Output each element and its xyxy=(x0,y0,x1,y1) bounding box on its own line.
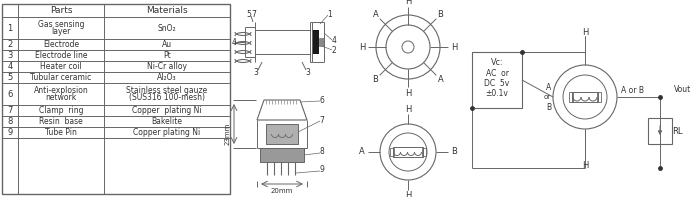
Text: H: H xyxy=(405,104,411,113)
Text: Electrode line: Electrode line xyxy=(35,51,88,60)
Text: 7: 7 xyxy=(7,106,13,115)
Text: B: B xyxy=(451,148,457,156)
Text: RL: RL xyxy=(672,126,682,136)
Text: B: B xyxy=(546,102,551,112)
Text: layer: layer xyxy=(51,27,71,36)
Text: H: H xyxy=(405,88,411,98)
Text: 1: 1 xyxy=(8,23,13,33)
Text: 7: 7 xyxy=(320,115,324,125)
Bar xyxy=(648,118,672,144)
Text: Al₂O₃: Al₂O₃ xyxy=(158,73,177,82)
Text: H: H xyxy=(582,28,588,36)
Text: Anti-explosion: Anti-explosion xyxy=(34,86,88,95)
Text: Gas sensing: Gas sensing xyxy=(38,20,84,29)
Text: Clamp  ring: Clamp ring xyxy=(38,106,83,115)
Text: 2: 2 xyxy=(8,40,13,49)
Text: 5: 5 xyxy=(246,9,251,19)
Text: Au: Au xyxy=(162,40,172,49)
Text: SnO₂: SnO₂ xyxy=(158,23,176,33)
Text: (SUS316 100-mesh): (SUS316 100-mesh) xyxy=(129,93,205,102)
Text: Tubular ceramic: Tubular ceramic xyxy=(30,73,92,82)
Text: A: A xyxy=(438,75,443,84)
Text: Copper  plating Ni: Copper plating Ni xyxy=(132,106,202,115)
Text: Resin  base: Resin base xyxy=(39,117,83,126)
Text: 9: 9 xyxy=(8,128,13,137)
Text: 9: 9 xyxy=(320,165,324,175)
Bar xyxy=(572,92,598,102)
Text: Tube Pin: Tube Pin xyxy=(45,128,77,137)
Bar xyxy=(390,148,394,156)
Bar xyxy=(569,92,573,102)
Text: DC  5v: DC 5v xyxy=(484,78,510,87)
Text: H: H xyxy=(451,43,457,51)
Text: A: A xyxy=(546,83,551,91)
Text: A: A xyxy=(359,148,365,156)
Text: 3: 3 xyxy=(253,68,258,76)
Text: 6: 6 xyxy=(320,96,324,104)
Text: 4: 4 xyxy=(232,37,237,46)
Text: Stainless steel gauze: Stainless steel gauze xyxy=(127,86,208,95)
Text: Pt: Pt xyxy=(163,51,171,60)
Text: Materials: Materials xyxy=(146,6,188,15)
Bar xyxy=(266,124,298,144)
Bar xyxy=(260,148,304,162)
Bar xyxy=(312,30,319,54)
Text: 4: 4 xyxy=(8,62,13,71)
Text: Bakelite: Bakelite xyxy=(151,117,183,126)
Text: Electrode: Electrode xyxy=(43,40,79,49)
Bar xyxy=(319,38,324,46)
Text: ±0.1v: ±0.1v xyxy=(486,88,508,98)
Text: network: network xyxy=(46,93,76,102)
Text: H: H xyxy=(405,0,411,6)
Text: H: H xyxy=(582,161,588,169)
Text: 7: 7 xyxy=(251,9,256,19)
Text: 2: 2 xyxy=(332,46,337,55)
Text: 8: 8 xyxy=(320,148,324,156)
Text: B: B xyxy=(438,10,444,19)
Text: H: H xyxy=(359,43,365,51)
Text: 5: 5 xyxy=(8,73,13,82)
Bar xyxy=(393,147,423,157)
Text: Copper plating Ni: Copper plating Ni xyxy=(134,128,201,137)
Text: 8: 8 xyxy=(7,117,13,126)
Text: Vout: Vout xyxy=(674,85,692,94)
Text: 20mm: 20mm xyxy=(271,188,293,194)
Text: or: or xyxy=(544,94,551,100)
Text: 1: 1 xyxy=(328,9,332,19)
Bar xyxy=(597,92,601,102)
Bar xyxy=(422,148,426,156)
Bar xyxy=(2,4,230,194)
Text: Heater coil: Heater coil xyxy=(40,62,82,71)
Text: Ni-Cr alloy: Ni-Cr alloy xyxy=(147,62,187,71)
Text: 3: 3 xyxy=(306,68,310,76)
Text: Parts: Parts xyxy=(50,6,72,15)
Text: AC  or: AC or xyxy=(486,69,508,77)
Text: 3: 3 xyxy=(7,51,13,60)
Bar xyxy=(472,52,522,108)
Text: 4: 4 xyxy=(332,35,337,45)
Text: Vc:: Vc: xyxy=(491,58,503,67)
Text: A: A xyxy=(372,10,378,19)
Text: 23mm: 23mm xyxy=(225,123,231,145)
Text: H: H xyxy=(405,190,411,197)
Text: B: B xyxy=(372,75,379,84)
Text: A or B: A or B xyxy=(621,85,644,95)
Text: 6: 6 xyxy=(7,89,13,98)
